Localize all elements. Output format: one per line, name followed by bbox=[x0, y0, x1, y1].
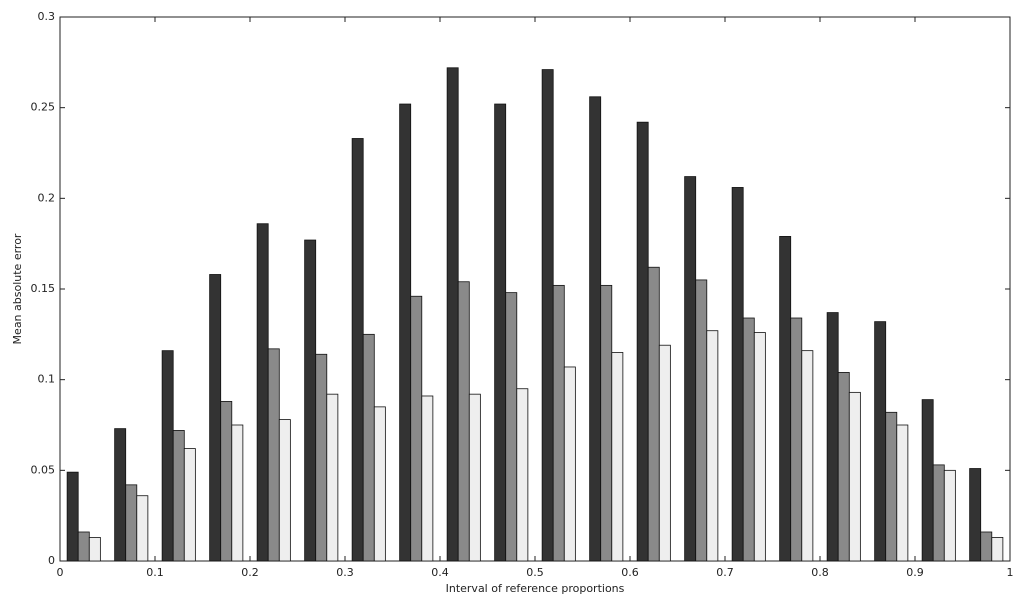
bar bbox=[742, 317, 755, 562]
bar bbox=[636, 121, 649, 562]
bar bbox=[896, 424, 909, 562]
bar bbox=[943, 469, 956, 562]
x-axis-label: Interval of reference proportions bbox=[446, 582, 625, 595]
bar bbox=[88, 537, 101, 562]
x-tick-label: 0.1 bbox=[146, 566, 164, 579]
bar bbox=[373, 406, 386, 562]
bar bbox=[468, 393, 481, 562]
bar bbox=[421, 395, 434, 562]
bar bbox=[753, 332, 766, 562]
bar bbox=[231, 424, 244, 562]
x-tick-label: 0.6 bbox=[621, 566, 639, 579]
bar bbox=[969, 468, 982, 562]
bar bbox=[885, 411, 898, 562]
bar bbox=[516, 388, 529, 562]
bar bbox=[991, 537, 1004, 562]
bar bbox=[77, 531, 90, 562]
x-tick-label: 0.9 bbox=[906, 566, 924, 579]
bar bbox=[980, 531, 993, 562]
y-tick-label: 0 bbox=[48, 554, 55, 567]
bar bbox=[136, 495, 149, 562]
bar bbox=[220, 401, 233, 562]
bar bbox=[351, 138, 364, 562]
bar bbox=[505, 292, 518, 562]
bar bbox=[125, 484, 138, 562]
y-tick-label: 0.2 bbox=[38, 191, 56, 204]
bar bbox=[172, 430, 185, 562]
bar bbox=[326, 393, 339, 562]
bar bbox=[494, 103, 507, 562]
bar bbox=[684, 176, 697, 562]
y-tick-label: 0.25 bbox=[31, 101, 56, 114]
bar bbox=[410, 295, 423, 562]
bar bbox=[66, 471, 79, 562]
x-tick-label: 0.2 bbox=[241, 566, 259, 579]
x-tick-label: 0.4 bbox=[431, 566, 449, 579]
bar bbox=[589, 96, 602, 562]
bar bbox=[706, 330, 719, 562]
x-tick-label: 0.7 bbox=[716, 566, 734, 579]
bar bbox=[779, 236, 792, 562]
bar bbox=[611, 352, 624, 562]
bar bbox=[874, 321, 887, 562]
bar bbox=[826, 312, 839, 562]
x-tick-label: 0.8 bbox=[811, 566, 829, 579]
y-axis-label: Mean absolute error bbox=[11, 233, 24, 344]
bar bbox=[790, 317, 803, 562]
bar bbox=[267, 348, 280, 562]
bar bbox=[315, 353, 328, 562]
bar bbox=[446, 67, 459, 562]
x-tick-label: 0 bbox=[57, 566, 64, 579]
bar bbox=[278, 419, 291, 562]
bar bbox=[921, 399, 934, 562]
bar bbox=[552, 284, 565, 562]
bar bbox=[183, 448, 196, 562]
x-tick-label: 0.3 bbox=[336, 566, 354, 579]
bar bbox=[801, 350, 814, 562]
x-tick-label: 0.5 bbox=[526, 566, 544, 579]
y-tick-label: 0.15 bbox=[31, 282, 56, 295]
bar bbox=[848, 391, 861, 562]
y-tick-label: 0.3 bbox=[38, 10, 56, 23]
bar bbox=[457, 281, 470, 562]
bar bbox=[362, 333, 375, 562]
x-tick-label: 1 bbox=[1007, 566, 1014, 579]
bar bbox=[600, 284, 613, 562]
bar bbox=[647, 266, 660, 562]
bar bbox=[731, 187, 744, 562]
bar bbox=[837, 372, 850, 562]
y-tick-label: 0.1 bbox=[38, 373, 56, 386]
bar bbox=[161, 350, 174, 562]
bar bbox=[658, 344, 671, 562]
plot-frame bbox=[59, 16, 1011, 562]
bar bbox=[114, 428, 127, 562]
bar bbox=[304, 239, 317, 562]
bar bbox=[209, 274, 222, 562]
bar bbox=[399, 103, 412, 562]
bar bbox=[256, 223, 269, 562]
bar bbox=[563, 366, 576, 562]
y-tick-label: 0.05 bbox=[31, 463, 56, 476]
bar bbox=[932, 464, 945, 562]
bar bbox=[541, 69, 554, 562]
bar bbox=[695, 279, 708, 562]
